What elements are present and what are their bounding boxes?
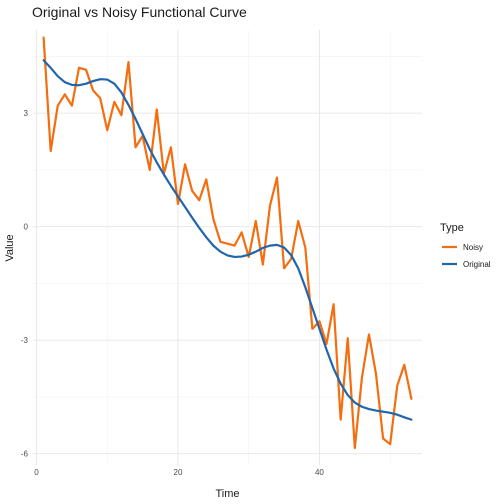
y-tick-label: -6 [21,450,29,459]
y-tick-label: -3 [21,336,29,345]
legend-label-original: Original [463,260,491,269]
legend: Type Noisy Original [440,222,491,269]
series-line-noisy [44,38,412,448]
legend-label-noisy: Noisy [463,243,483,252]
legend-entries: Noisy Original [442,243,491,269]
x-tick-label: 40 [315,468,324,477]
grid [33,30,422,465]
x-axis-ticks: 0 20 40 [34,468,324,477]
x-tick-label: 0 [34,468,39,477]
y-tick-label: 0 [24,223,29,232]
y-tick-label: 3 [24,109,29,118]
legend-title: Type [440,222,464,234]
series-layer [44,38,412,448]
y-axis-ticks: -6 -3 0 3 [21,109,29,458]
series-line-original [44,60,412,419]
x-axis-title: Time [215,488,239,500]
chart-title: Original vs Noisy Functional Curve [32,4,247,20]
y-axis-title: Value [4,234,16,261]
x-tick-label: 20 [174,468,183,477]
